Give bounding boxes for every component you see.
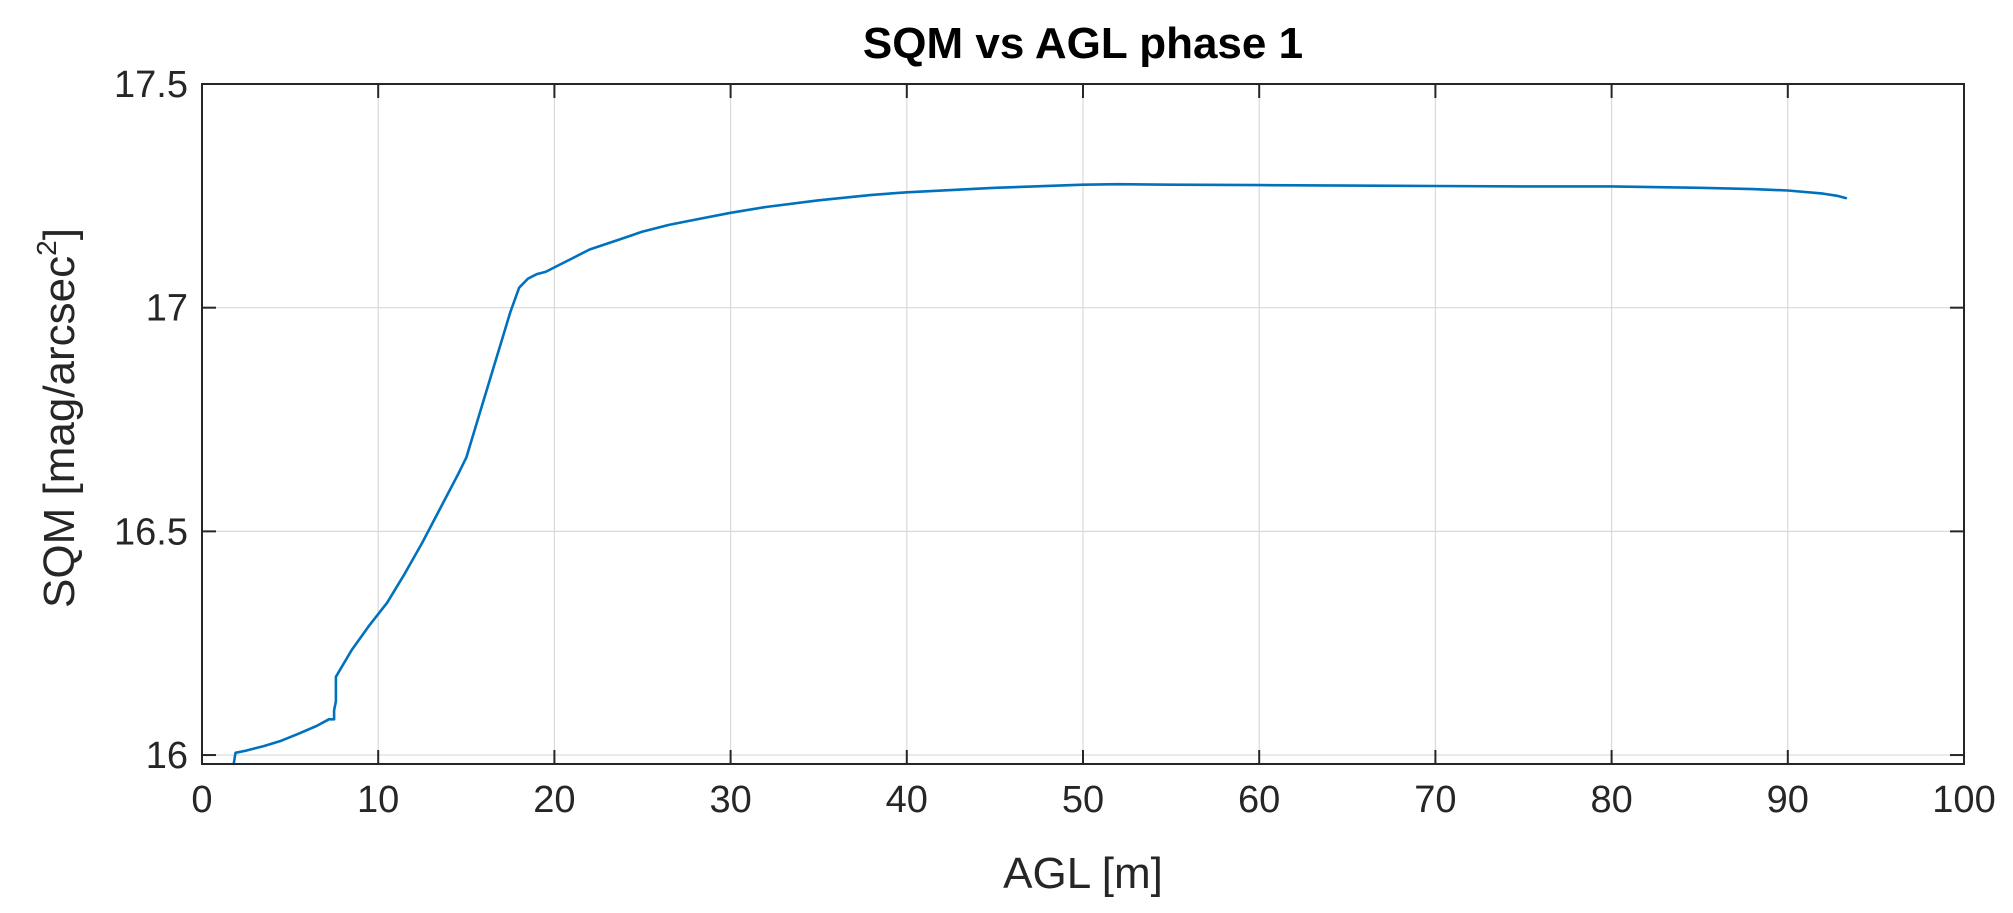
x-tick-label: 20: [533, 779, 575, 821]
chart-title: SQM vs AGL phase 1: [863, 19, 1303, 68]
x-tick-label: 90: [1767, 779, 1809, 821]
x-tick-label: 50: [1062, 779, 1104, 821]
series-line-sqm: [232, 182, 1848, 766]
x-tick-label: 60: [1238, 779, 1280, 821]
series-layer: [232, 182, 1848, 766]
y-axis-label-close: ]: [35, 228, 84, 240]
x-tick-label: 0: [191, 779, 212, 821]
x-tick-label: 80: [1590, 779, 1632, 821]
y-axis-label: SQM [mag/arcsec2]: [31, 228, 84, 608]
y-tick-label: 16.5: [114, 511, 188, 553]
y-tick-label: 16: [146, 735, 188, 777]
x-tick-label: 30: [709, 779, 751, 821]
x-axis-label: AGL [m]: [1003, 849, 1163, 898]
x-tick-label: 40: [886, 779, 928, 821]
y-axis-label-superscript: 2: [31, 240, 62, 256]
x-tick-label: 100: [1932, 779, 1995, 821]
tick-marks: [201, 83, 1965, 764]
x-tick-labels: 0 10 20 30 40 50 60 70 80 90 100: [191, 779, 1995, 821]
x-tick-label: 70: [1414, 779, 1456, 821]
y-axis-label-main: SQM [mag/arcsec: [35, 256, 84, 608]
y-tick-label: 17: [146, 288, 188, 330]
y-tick-label: 17.5: [114, 64, 188, 106]
y-tick-labels: 16 16.5 17 17.5: [114, 64, 188, 777]
grid-lines: [202, 84, 1964, 764]
x-tick-label: 10: [357, 779, 399, 821]
